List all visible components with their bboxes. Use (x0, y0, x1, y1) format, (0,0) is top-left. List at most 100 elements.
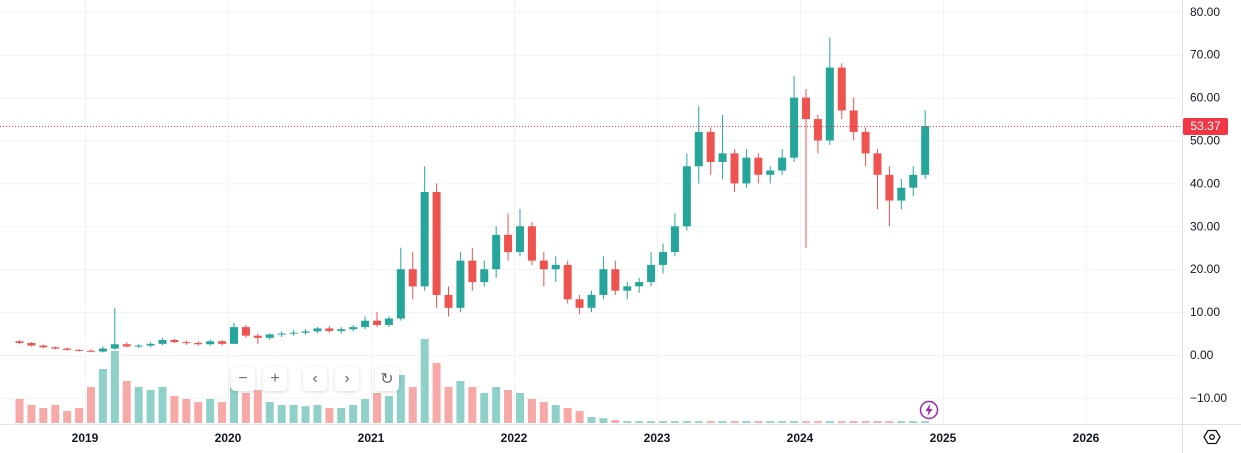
year-tick-label: 2021 (358, 431, 385, 445)
candle-body (837, 67, 846, 111)
candle-body (480, 269, 489, 283)
candle-body (27, 342, 36, 346)
candle-body (694, 131, 703, 167)
last-price-label: 53.37 (1183, 118, 1228, 136)
volume-bar (241, 393, 250, 423)
candle-body (861, 131, 870, 154)
candle-body (825, 67, 834, 141)
zoom-out-button[interactable]: − (231, 367, 255, 391)
candle-body (527, 226, 536, 261)
volume-bar (563, 408, 572, 423)
volume-bar (182, 399, 191, 423)
volume-bar (694, 421, 703, 423)
volume-bar (146, 390, 155, 423)
volume-bar (98, 369, 107, 423)
volume-bar (492, 387, 501, 423)
candles (15, 37, 930, 353)
scroll-right-button[interactable]: › (335, 367, 359, 391)
volume-bar (873, 421, 882, 423)
candle-body (408, 269, 417, 287)
candle-body (146, 343, 155, 346)
candle-body (301, 331, 310, 333)
candle-body (218, 341, 227, 344)
settings-icon[interactable] (1203, 428, 1221, 446)
volume-bar (897, 421, 906, 423)
price-tick-label: 30.00 (1190, 219, 1220, 233)
candle-body (122, 344, 131, 347)
candle-body (384, 318, 393, 325)
volume-bar (635, 421, 644, 423)
price-tick-label: 20.00 (1190, 262, 1220, 276)
price-tick-label: 60.00 (1190, 91, 1220, 105)
candle-body (611, 269, 620, 291)
minus-icon: − (238, 370, 248, 387)
candle-body (134, 345, 143, 347)
volume-bar (75, 408, 84, 423)
volume-bar (921, 421, 930, 423)
candle-body (885, 174, 894, 201)
candle-body (670, 226, 679, 253)
chevron-left-icon: ‹ (312, 370, 318, 387)
volume-bar (206, 399, 215, 423)
candle-body (277, 333, 286, 335)
candle-body (790, 97, 799, 158)
volume-bar (301, 406, 310, 423)
year-tick-label: 2025 (930, 431, 957, 445)
year-tick-label: 2024 (787, 431, 814, 445)
volume-bar (63, 411, 72, 423)
volume-bar (361, 399, 370, 423)
volume-bar (432, 363, 441, 423)
candle-body (420, 191, 429, 287)
candle-body (206, 341, 215, 345)
candle-body (349, 327, 358, 330)
price-axis[interactable]: 80.00 70.00 60.00 50.00 40.00 30.00 20.00 10.00… (1190, 5, 1227, 405)
candle-body (110, 344, 119, 349)
volume-bar (527, 399, 536, 423)
candle-body (158, 339, 167, 344)
candle-body (802, 97, 810, 120)
candle-body (182, 342, 191, 344)
year-tick-label: 2019 (72, 431, 99, 445)
volume-bars (15, 339, 930, 423)
candle-body (682, 166, 691, 227)
candle-body (194, 342, 203, 345)
volume-bar (909, 421, 918, 423)
candle-body (504, 234, 513, 253)
candle-body (575, 299, 584, 308)
candle-body (325, 328, 334, 331)
reset-button[interactable]: ↻ (375, 367, 399, 391)
volume-bar (408, 387, 417, 423)
volume-bar (396, 375, 405, 423)
zoom-in-button[interactable]: + (263, 367, 287, 391)
candle-body (253, 335, 262, 338)
candle-body (551, 264, 560, 270)
volume-bar (349, 405, 358, 423)
candle-body (587, 294, 596, 308)
scroll-left-button[interactable]: ‹ (303, 367, 327, 391)
volume-bar (825, 421, 834, 423)
lightning-icon[interactable] (919, 400, 939, 420)
volume-bar (218, 402, 227, 423)
volume-bar (313, 405, 322, 423)
price-tick-label: −10.00 (1190, 391, 1227, 405)
volume-bar (134, 387, 143, 423)
candle-body (432, 191, 441, 295)
volume-bar (551, 405, 560, 423)
volume-bar (516, 393, 524, 423)
time-axis[interactable]: 2019 2020 2021 2022 2023 2024 2025 2026 (72, 431, 1100, 445)
year-tick-label: 2022 (501, 431, 528, 445)
candle-body (742, 157, 751, 184)
volume-bar (599, 418, 608, 423)
volume-bar (504, 390, 513, 423)
volume-bar (730, 421, 739, 423)
candle-body (87, 350, 95, 352)
volume-bar (659, 421, 667, 423)
year-tick-label: 2026 (1073, 431, 1100, 445)
volume-bar (647, 421, 656, 423)
candle-body (766, 170, 775, 175)
year-tick-label: 2020 (215, 431, 242, 445)
price-tick-label: 80.00 (1190, 5, 1220, 19)
candle-body (647, 264, 656, 283)
volume-bar (122, 381, 131, 423)
